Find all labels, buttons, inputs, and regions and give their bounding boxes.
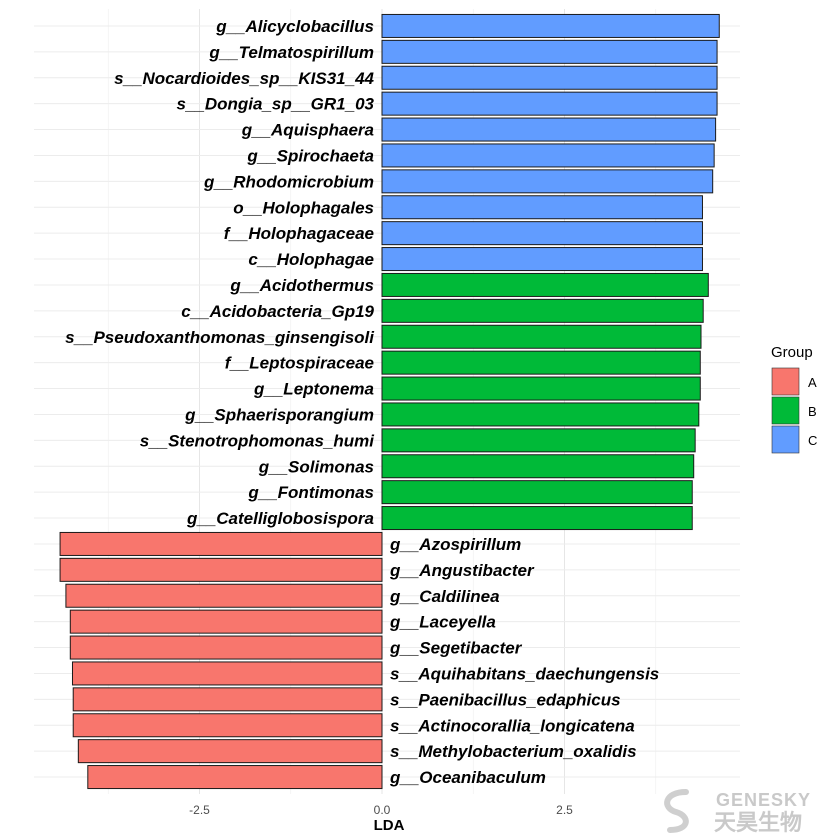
bar-label: c__Acidobacteria_Gp19 [181,302,374,321]
lda-bar [381,506,693,531]
bar-label: g__Angustibacter [389,561,535,580]
bar-label: g__Leptonema [253,380,374,399]
legend-label: A [808,375,817,390]
lda-bar [381,143,715,168]
watermark-logo: GENESKY 天昊生物 [664,789,811,835]
lda-bar [381,117,717,142]
bar-label: g__Caldilinea [389,587,500,606]
x-tick-label: 0.0 [374,803,391,817]
lda-bar [72,713,383,738]
bar-label: s__Pseudoxanthomonas_ginsengisoli [65,328,375,347]
legend: Group ABC [771,344,817,454]
lda-bar [381,13,720,38]
bar-label: g__Alicyclobacillus [215,17,374,36]
bar-label: g__Sphaerisporangium [184,405,374,424]
legend-key [771,396,800,425]
bar-label: g__Catelliglobosispora [186,509,374,528]
lda-bar [381,91,718,116]
bar-label: g__Fontimonas [247,483,374,502]
bar-labels-layer: g__Alicyclobacillus g__Telmatospirillum s_… [65,17,659,787]
bar-label: g__Azospirillum [389,535,521,554]
lda-bar [381,402,700,427]
legend-label: C [808,433,817,448]
lda-bar [381,324,702,349]
lda-bar [59,557,383,582]
lda-bar [381,247,703,272]
lda-bar [69,635,383,660]
lda-bar [71,661,383,686]
lda-bar [69,609,383,634]
legend-key [771,367,800,396]
watermark-text-cn: 天昊生物 [714,810,802,835]
bars-layer [59,13,720,790]
lda-bar [381,350,701,375]
watermark-text-en: GENESKY [716,790,811,810]
bar-label: g__Oceanibaculum [389,768,546,787]
lda-bar [87,765,383,790]
bar-label: g__Telmatospirillum [208,43,374,62]
x-axis-ticks: -2.5 0.0 2.5 [189,803,573,817]
lda-bar [381,272,709,297]
bar-label: s__Stenotrophomonas_humi [140,431,376,450]
lda-bar [381,376,701,401]
bar-label: s__Aquihabitans_daechungensis [390,664,659,683]
bar-label: g__Rhodomicrobium [203,172,374,191]
lda-bar [77,739,383,764]
lda-bar [381,65,718,90]
bar-label: o__Holophagales [233,198,374,217]
lda-bar [65,583,383,608]
bar-label: f__Leptospiraceae [225,354,374,373]
bar-label: s__Methylobacterium_oxalidis [390,742,637,761]
bar-label: g__Laceyella [389,613,496,632]
lda-bar [381,221,703,246]
bar-label: g__Spirochaeta [246,146,374,165]
x-axis-title: LDA [374,817,405,834]
lda-bar [72,687,383,712]
bar-label: g__Solimonas [258,457,374,476]
lda-bar [381,169,714,194]
bar-label: s__Nocardioides_sp__KIS31_44 [114,69,374,88]
legend-label: B [808,404,817,419]
bar-label: g__Acidothermus [229,276,374,295]
genesky-logo-icon [664,789,689,833]
bar-label: s__Actinocorallia_longicatena [390,716,635,735]
lda-bar [381,195,703,220]
lda-bar [381,298,704,323]
lda-bar [381,428,696,453]
bar-label: g__Segetibacter [389,639,523,658]
bar-label: g__Aquisphaera [241,121,374,140]
bar-label: c__Holophagae [248,250,374,269]
legend-title: Group [771,344,813,361]
x-tick-label: -2.5 [189,803,210,817]
lda-bar [59,531,383,556]
legend-key [771,425,800,454]
bar-label: s__Paenibacillus_edaphicus [390,690,621,709]
bar-label: s__Dongia_sp__GR1_03 [177,95,375,114]
lda-bar [381,480,693,505]
x-tick-label: 2.5 [556,803,573,817]
lda-bar [381,39,718,64]
bar-label: f__Holophagaceae [224,224,374,243]
lda-bar [381,454,695,479]
